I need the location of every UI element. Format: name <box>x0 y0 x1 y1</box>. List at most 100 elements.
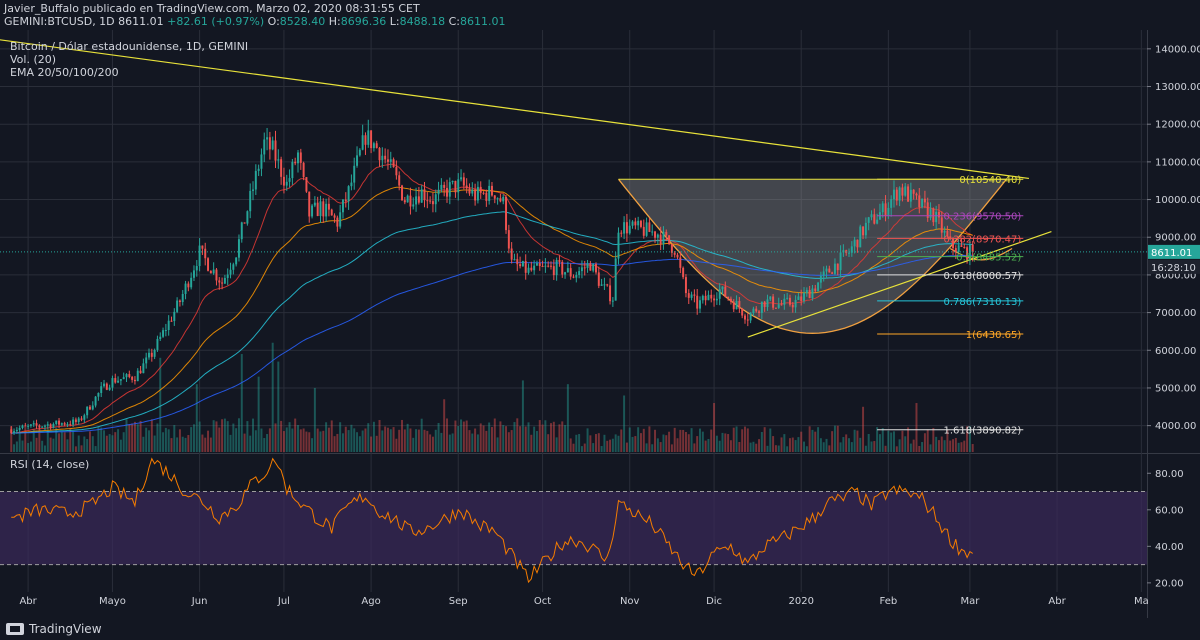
candle-body <box>103 383 106 387</box>
candle-body <box>187 283 190 288</box>
candle-body <box>43 425 46 427</box>
volume-bar <box>822 442 825 452</box>
volume-bar <box>201 434 204 452</box>
volume-bar <box>80 445 83 452</box>
volume-bar <box>330 420 333 452</box>
volume-bar <box>817 427 820 452</box>
volume-bar <box>842 437 845 452</box>
volume-bar <box>395 438 398 452</box>
candle-body <box>732 301 735 310</box>
candle-body <box>803 292 806 301</box>
candle-body <box>417 196 420 203</box>
volume-bar <box>876 427 879 452</box>
candle-body <box>651 231 654 233</box>
candle-body <box>839 252 842 271</box>
candle-body <box>221 282 224 284</box>
volume-bar <box>476 434 479 452</box>
volume-bar <box>88 431 91 452</box>
candle-body <box>164 330 167 332</box>
volume-bar <box>471 433 474 452</box>
candle-body <box>192 270 195 278</box>
volume-bar <box>91 436 94 452</box>
volume-bar <box>156 423 159 452</box>
candle-body <box>603 284 606 286</box>
volume-bar <box>645 443 648 452</box>
candle-body <box>125 374 128 378</box>
candle-body <box>881 203 884 213</box>
volume-bar <box>148 430 150 452</box>
volume-bar <box>803 441 806 452</box>
volume-bar <box>850 442 853 452</box>
volume-bar <box>344 426 347 452</box>
volume-bar <box>457 426 460 452</box>
volume-bar <box>336 433 339 452</box>
candle-body <box>755 308 758 312</box>
y-tick-label: 10000.00 <box>1155 195 1200 206</box>
legend-ema: EMA 20/50/100/200 <box>10 66 119 79</box>
candle-body <box>530 267 533 271</box>
volume-bar <box>372 421 375 452</box>
volume-bar <box>603 434 606 452</box>
volume-bar <box>617 435 620 452</box>
candle-body <box>94 396 97 406</box>
candle-body <box>578 271 581 276</box>
candle-body <box>721 286 724 290</box>
candle-body <box>890 199 893 208</box>
candle-body <box>254 170 257 190</box>
volume-bar <box>358 436 361 452</box>
candle-body <box>344 199 347 202</box>
fib-level-label: 0.786(7310.13) <box>944 297 1022 308</box>
volume-bar <box>682 429 685 452</box>
volume-bar <box>434 429 437 452</box>
candle-body <box>558 260 561 262</box>
candle-body <box>699 300 701 309</box>
volume-bar <box>724 433 727 452</box>
volume-bar <box>488 422 491 452</box>
tradingview-logo[interactable]: TradingView <box>6 622 102 636</box>
candle-body <box>538 263 541 267</box>
volume-bar <box>181 436 184 452</box>
candle-body <box>260 154 263 169</box>
volume-bar <box>651 444 654 452</box>
volume-bar <box>153 435 156 452</box>
symbol-label: GEMINI:BTCUSD, 1D <box>4 15 115 28</box>
volume-bar <box>859 437 862 452</box>
candle-body <box>665 231 668 236</box>
volume-bar <box>586 428 589 452</box>
candle-body <box>684 277 687 294</box>
chart-canvas[interactable]: 14000.00 13000.00 12000.00 11000.00 10000.00… <box>0 30 1200 618</box>
candle-body <box>727 296 730 299</box>
candle-body <box>162 330 165 337</box>
volume-bar <box>898 439 901 452</box>
candle-body <box>870 214 873 218</box>
candle-body <box>131 376 134 380</box>
candle-body <box>479 186 482 193</box>
candle-body <box>704 295 707 301</box>
volume-bar <box>960 442 963 452</box>
tradingview-icon <box>6 623 24 635</box>
candle-body <box>580 267 583 272</box>
volume-bar <box>235 428 238 452</box>
volume-bar <box>125 419 128 452</box>
volume-bar <box>845 434 848 452</box>
legend-rsi: RSI (14, close) <box>10 458 90 471</box>
volume-bar <box>446 418 448 452</box>
candle-body <box>257 168 260 171</box>
candle-body <box>74 419 77 422</box>
candle-body <box>505 196 508 231</box>
candle-body <box>848 252 850 254</box>
volume-bar <box>926 429 929 452</box>
candle-body <box>27 425 30 427</box>
candle-body <box>690 294 693 298</box>
volume-bar <box>198 421 201 452</box>
candle-body <box>550 265 552 267</box>
volume-bar <box>564 424 567 452</box>
candle-body <box>907 186 910 202</box>
candle-body <box>434 194 437 205</box>
y-tick-label: 12000.00 <box>1155 120 1200 131</box>
candle-body <box>564 272 567 275</box>
candle-body <box>763 301 766 307</box>
volume-bar <box>763 427 766 452</box>
volume-bar <box>496 437 499 452</box>
volume-bar <box>341 433 344 452</box>
